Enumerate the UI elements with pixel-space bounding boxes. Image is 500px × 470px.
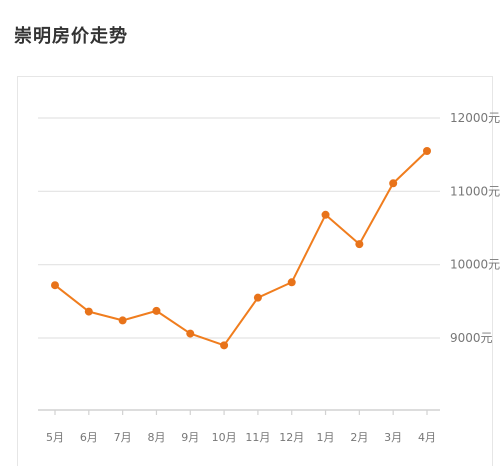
x-tick-label: 8月 [147,431,165,444]
x-tick-label: 5月 [46,431,64,444]
x-tick-label: 1月 [317,431,335,444]
series-line [54,150,428,347]
y-tick-label: 10000元 [450,258,500,272]
data-point[interactable] [355,240,364,249]
x-tick-label: 4月 [418,431,436,444]
data-point[interactable] [152,306,161,315]
series-layer [51,147,431,350]
x-tick-label: 3月 [384,431,402,444]
data-point[interactable] [51,281,59,290]
chart-title: 崇明房价走势 [14,26,128,47]
y-tick-label: 11000元 [450,184,500,198]
x-tick-label: 11月 [245,431,270,444]
data-point[interactable] [321,210,330,219]
x-tick-label: 12月 [279,431,304,444]
data-point[interactable] [186,329,195,338]
data-point[interactable] [84,307,93,316]
x-tick-label: 2月 [350,431,368,444]
data-point[interactable] [389,179,398,188]
x-tick-label: 9月 [181,431,199,444]
data-point[interactable] [220,341,229,350]
axis-layer: 9000元 10000元 11000元 12000元 5月 6月 7月 8月 9月 10月 11月 1… [38,111,500,444]
y-tick-label: 9000元 [450,331,493,345]
grid-layer [38,117,440,339]
x-tick-label: 6月 [80,431,98,444]
chart-panel [17,76,493,466]
x-tick-label: 10月 [212,431,237,444]
data-point[interactable] [287,278,296,287]
x-tick-label: 7月 [114,431,132,444]
y-tick-label: 12000元 [450,111,500,125]
data-point[interactable] [118,316,127,325]
data-point[interactable] [423,147,431,155]
data-point[interactable] [253,293,262,302]
